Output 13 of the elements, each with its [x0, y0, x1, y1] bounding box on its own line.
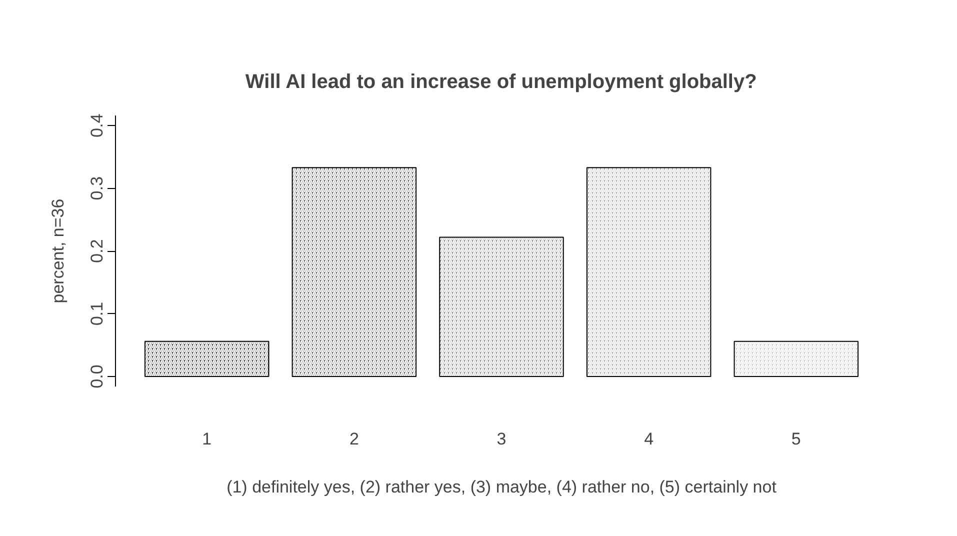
y-tick-label: 0.4 — [88, 114, 106, 138]
x-tick-label: 5 — [791, 430, 801, 448]
y-tick-label: 0.3 — [88, 176, 106, 200]
x-tick-label: 2 — [349, 430, 359, 448]
chart-title: Will AI lead to an increase of unemployment globally? — [245, 71, 757, 93]
x-tick-label: 4 — [644, 430, 654, 448]
x-axis-title: (1) definitely yes, (2) rather yes, (3) maybe, (4) rather no, (5) certainly not — [226, 478, 777, 496]
y-tick-label: 0.1 — [88, 302, 106, 326]
y-axis-title: percent, n=36 — [48, 198, 68, 304]
y-tick-label: 0.2 — [88, 239, 106, 263]
x-tick-label: 1 — [202, 430, 212, 448]
x-tick-label: 3 — [496, 430, 506, 448]
y-tick-label: 0.0 — [88, 364, 106, 388]
